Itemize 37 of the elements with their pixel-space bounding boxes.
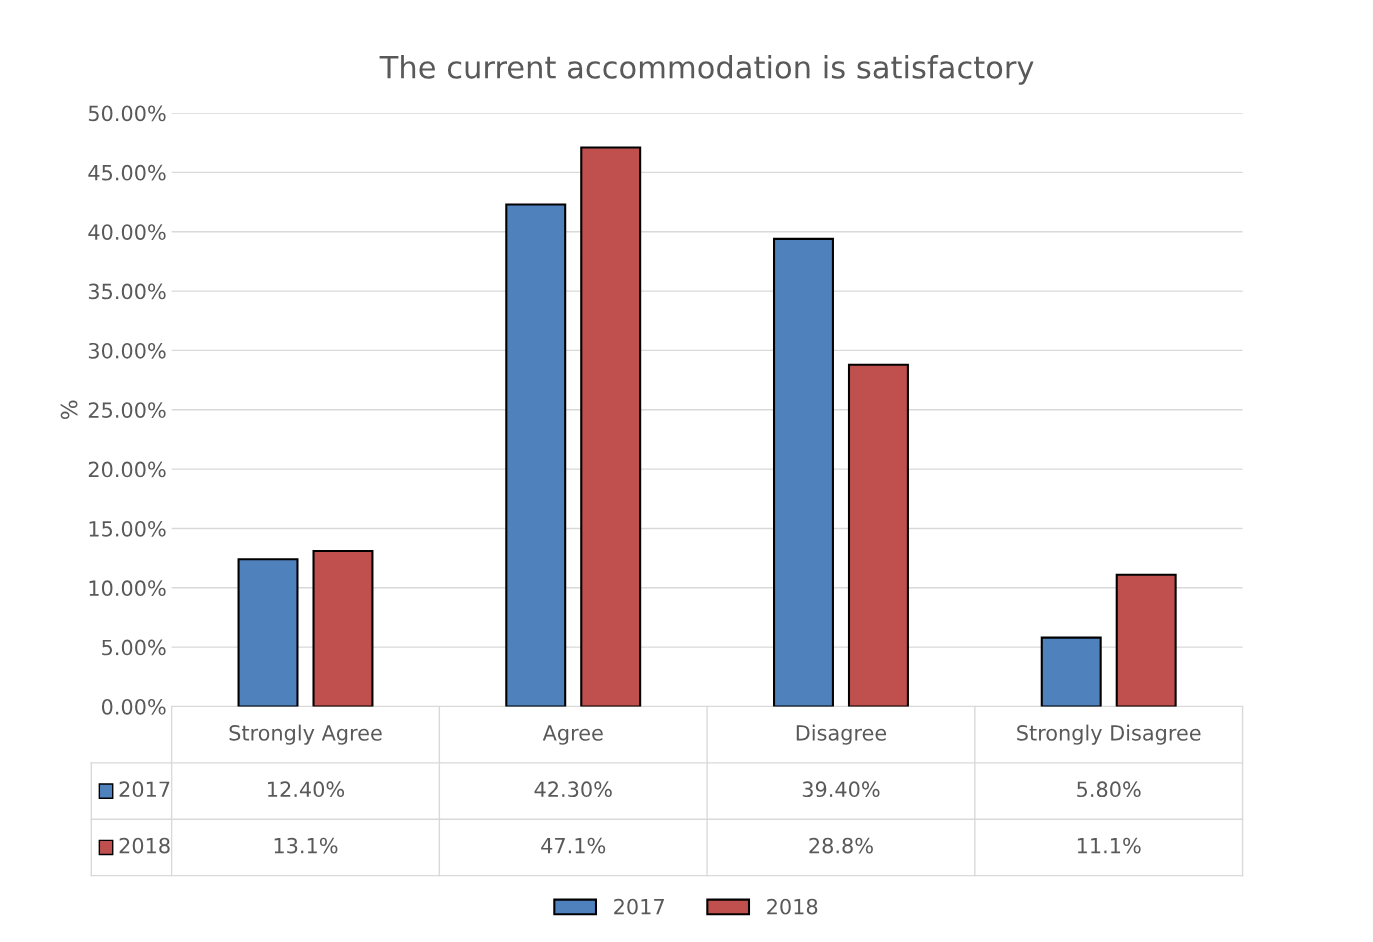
bar — [847, 363, 909, 707]
data-label: 13.1% — [274, 837, 338, 854]
bar — [1040, 636, 1102, 707]
y-tick-label: 30.00% — [88, 342, 166, 359]
data-label: 28.8% — [809, 837, 873, 854]
data-label: 5.80% — [1077, 781, 1141, 798]
data-label: 47.1% — [541, 837, 606, 854]
bar — [580, 146, 642, 707]
text: 2018 — [119, 837, 170, 854]
chart-title: The current accommodation is satisfactory — [379, 55, 1034, 85]
y-tick-label: 35.00% — [88, 283, 166, 300]
y-tick-label: 25.00% — [88, 402, 166, 418]
legend-label: 2018 — [767, 898, 818, 915]
y-axis-title: % — [60, 400, 78, 420]
x-tick-label: Agree — [542, 725, 603, 745]
bar — [1115, 573, 1177, 707]
bar — [505, 203, 567, 707]
y-tick-label: 10.00% — [89, 580, 166, 597]
data-label: 42.30% — [534, 781, 612, 798]
y-tick-label: 50.00% — [88, 105, 166, 122]
y-tick-label: 20.00% — [88, 461, 166, 478]
y-tick-label: 0.00% — [101, 698, 166, 715]
y-tick-label: 40.00% — [88, 224, 166, 240]
y-tick-label: 15.00% — [89, 520, 166, 537]
bar — [772, 237, 834, 707]
data-label: 12.40% — [268, 781, 345, 798]
x-tick-label: Strongly Agree — [229, 724, 382, 745]
x-tick-label: Strongly Disagree — [1017, 724, 1201, 745]
bar — [312, 549, 374, 707]
legend-label: 2017 — [119, 781, 170, 798]
bar — [237, 558, 299, 707]
text: 2017 — [614, 898, 664, 915]
y-tick-label: 45.00% — [88, 164, 166, 181]
y-tick-label: 5.00% — [102, 639, 166, 656]
x-tick-label: Disagree — [796, 724, 887, 745]
data-label: 11.1% — [1077, 837, 1141, 854]
data-label: 39.40% — [802, 781, 880, 798]
